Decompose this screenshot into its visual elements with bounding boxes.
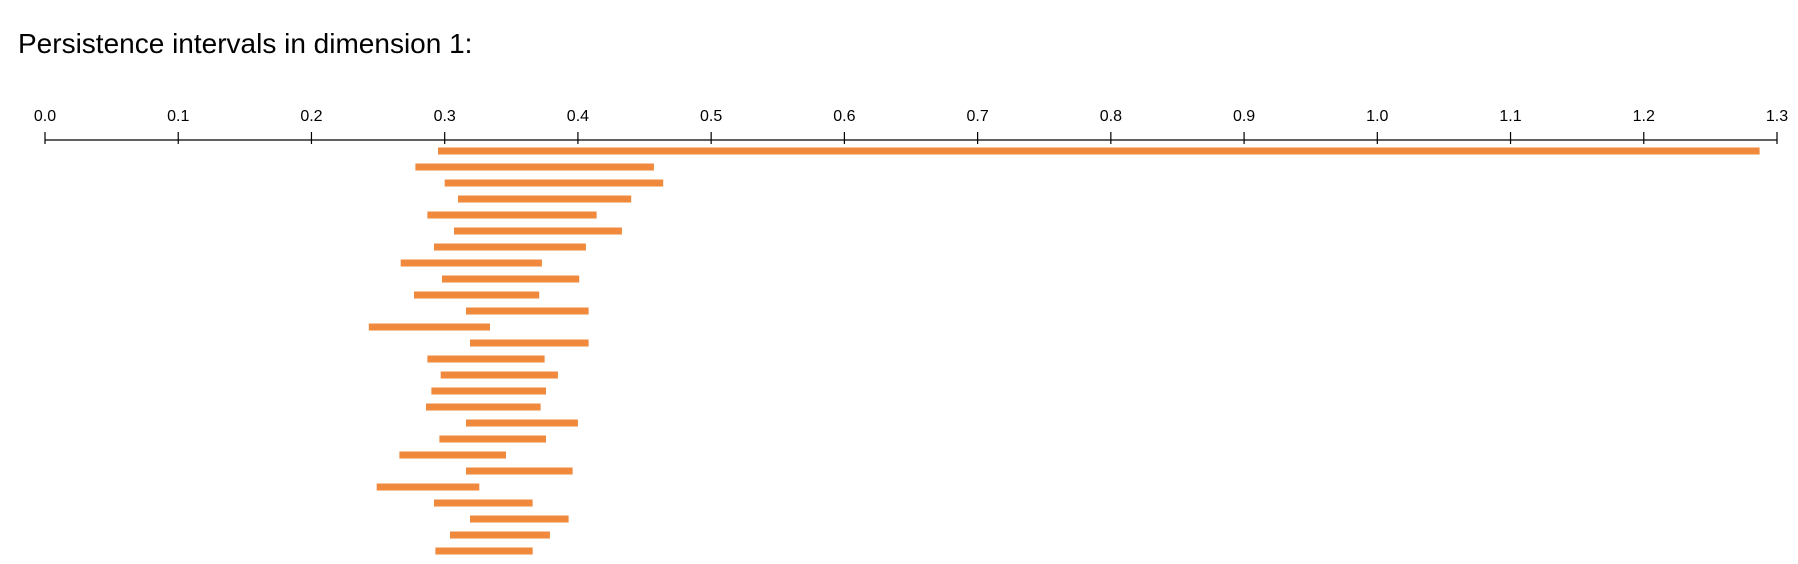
persistence-interval-bar — [470, 515, 569, 523]
x-tick-label: 0.2 — [300, 108, 322, 125]
persistence-interval-bar — [454, 227, 622, 235]
persistence-interval-bar — [458, 195, 632, 203]
x-tick-label: 0.7 — [966, 108, 988, 125]
persistence-interval-bar — [435, 547, 533, 555]
x-tick-label: 0.6 — [833, 108, 855, 125]
persistence-interval-bar — [426, 403, 541, 411]
persistence-interval-bar — [466, 467, 573, 475]
persistence-interval-bar — [440, 371, 558, 379]
x-tick-label: 0.9 — [1233, 108, 1255, 125]
persistence-interval-bar — [427, 355, 545, 363]
x-tick-label: 1.0 — [1366, 108, 1388, 125]
persistence-interval-bar — [427, 211, 597, 219]
persistence-interval-bar — [466, 419, 578, 427]
persistence-interval-bar — [376, 483, 480, 491]
persistence-interval-bar — [434, 243, 586, 251]
x-tick-label: 0.0 — [34, 108, 56, 125]
persistence-interval-bar — [368, 323, 490, 331]
persistence-interval-bar — [444, 179, 664, 187]
persistence-interval-bar — [400, 259, 542, 267]
persistence-interval-bar — [466, 307, 589, 315]
persistence-interval-bar — [438, 147, 1760, 155]
x-axis: 0.0 0.1 0.2 0.3 0.4 0.5 0.6 0.7 0.8 0.9 1.0 1.1 1.2 1… — [34, 108, 1788, 144]
x-tick-label: 1.3 — [1766, 108, 1788, 125]
persistence-interval-bar — [434, 499, 533, 507]
persistence-interval-bar — [442, 275, 580, 283]
x-tick-label: 1.2 — [1633, 108, 1655, 125]
persistence-interval-bar — [439, 435, 546, 443]
persistence-interval-bar — [399, 451, 506, 459]
x-tick-label: 1.1 — [1499, 108, 1521, 125]
persistence-interval-bar — [470, 339, 589, 347]
x-tick-label: 0.8 — [1100, 108, 1122, 125]
x-tick-label: 0.5 — [700, 108, 722, 125]
interval-bars — [368, 147, 1760, 555]
x-tick-label: 0.3 — [434, 108, 456, 125]
persistence-interval-bar — [415, 163, 654, 171]
persistence-interval-bar — [431, 387, 546, 395]
persistence-interval-bar — [450, 531, 550, 539]
x-tick-label: 0.1 — [167, 108, 189, 125]
x-tick-label: 0.4 — [567, 108, 589, 125]
persistence-interval-bar — [414, 291, 540, 299]
chart-title: Persistence intervals in dimension 1: — [18, 28, 473, 59]
